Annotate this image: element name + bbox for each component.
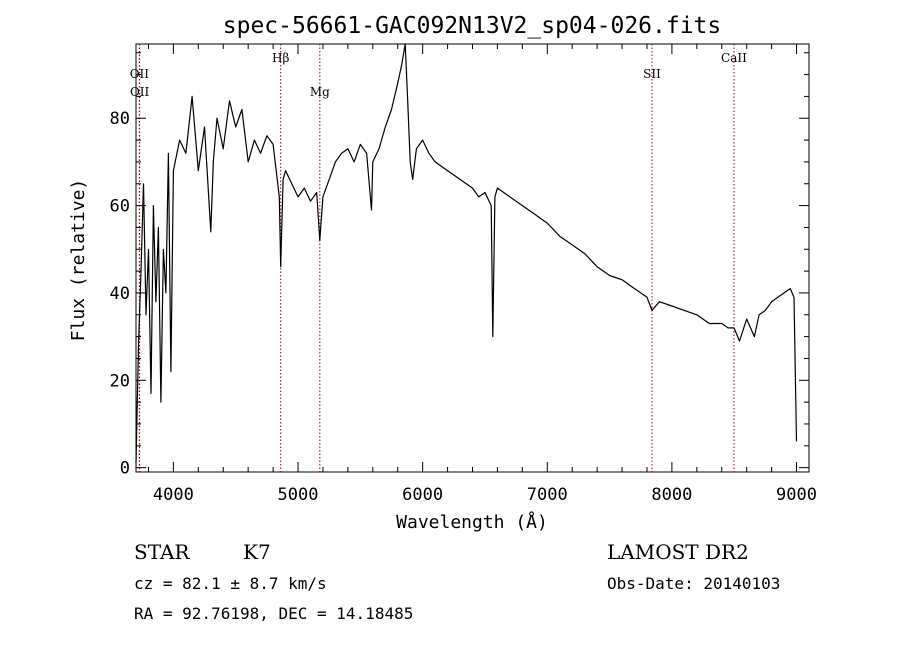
series-group: [135, 43, 798, 464]
x-tick-label: 5000: [278, 485, 319, 505]
x-tick-label: 8000: [651, 485, 692, 505]
y-axis-label: Flux (relative): [68, 179, 89, 342]
survey-name: LAMOST DR2: [607, 540, 749, 564]
x-tick-label: 6000: [402, 485, 443, 505]
x-tick-label: 9000: [776, 485, 817, 505]
plot-frame: [135, 43, 810, 473]
y-tick-label: 20: [110, 371, 130, 391]
spectral-line-label: OII: [130, 85, 150, 99]
x-axis-label: Wavelength (Å): [396, 511, 548, 533]
spectrum-line: [135, 43, 798, 464]
object-subclass: K7: [243, 540, 271, 564]
observation-date: Obs-Date: 20140103: [607, 574, 780, 593]
spectral-line-label: CaII: [721, 51, 747, 65]
spectral-line-markers: OII OII Hβ Mg SII CaII: [130, 44, 747, 472]
y-tick-label: 60: [110, 197, 130, 217]
spectral-line-label: Hβ: [272, 51, 289, 65]
x-tick-label: 4000: [153, 485, 194, 505]
x-tick-label: 7000: [527, 485, 568, 505]
redshift-velocity: cz = 82.1 ± 8.7 km/s: [134, 574, 327, 593]
y-tick-label: 40: [110, 284, 130, 304]
sky-coordinates: RA = 92.76198, DEC = 14.18485: [134, 604, 413, 623]
plot-border: [135, 43, 810, 473]
spectral-line-label: Mg: [310, 85, 330, 99]
chart-title: spec-56661-GAC092N13V2_sp04-026.fits: [223, 13, 722, 39]
spectral-line-label: SII: [643, 67, 661, 81]
y-tick-label: 0: [120, 459, 130, 479]
spectral-line-label: OII: [130, 67, 150, 81]
axis-ticks: 4000 5000 6000 7000 8000 9000 0 20 40 60 80: [110, 44, 817, 505]
object-class: STAR: [134, 540, 190, 564]
y-tick-label: 80: [110, 109, 130, 129]
